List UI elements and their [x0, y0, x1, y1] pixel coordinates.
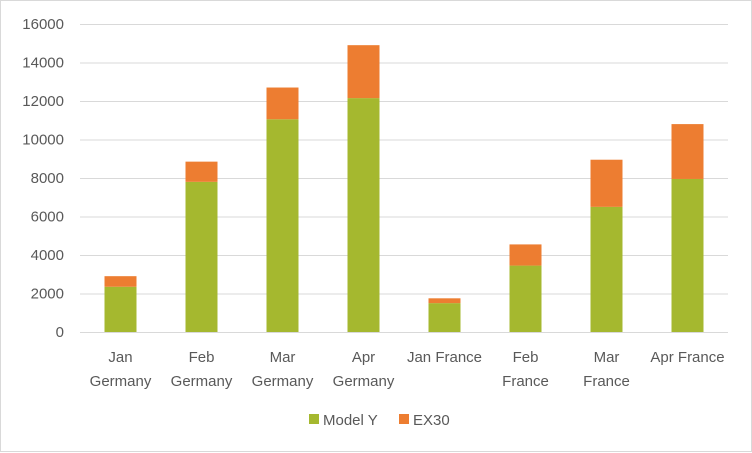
x-tick-label: Germany — [333, 373, 395, 390]
legend: Model Y EX30 — [309, 412, 450, 429]
x-tick-label: France — [502, 373, 549, 390]
gridlines — [80, 24, 728, 295]
x-tick-label: Germany — [90, 373, 152, 390]
bar-model-y — [590, 206, 623, 332]
x-tick-label: Feb — [513, 349, 539, 366]
bars — [104, 45, 704, 332]
bar-model-y — [347, 98, 380, 332]
bar-model-y — [266, 119, 299, 332]
legend-label: EX30 — [413, 412, 450, 429]
x-tick-label: Feb — [189, 349, 215, 366]
y-tick-label: 12000 — [22, 93, 64, 110]
x-tick-label: Mar — [270, 349, 296, 366]
x-tick-label: Jan — [108, 349, 132, 366]
y-tick-label: 0 — [56, 324, 64, 341]
x-axis-labels: Jan Germany Feb Germany Mar Germany Apr Germany… — [90, 349, 725, 390]
y-tick-label: 8000 — [31, 170, 64, 187]
bar-ex30 — [671, 124, 704, 179]
y-tick-label: 14000 — [22, 55, 64, 72]
bar-model-y — [428, 303, 461, 332]
bar-model-y — [671, 178, 704, 332]
bar-ex30 — [347, 45, 380, 99]
legend-label: Model Y — [323, 412, 378, 429]
bar-model-y — [185, 181, 218, 332]
x-tick-label: Jan France — [407, 349, 482, 366]
bar-ex30 — [509, 244, 542, 266]
y-tick-label: 16000 — [22, 16, 64, 33]
x-tick-label: Apr France — [650, 349, 724, 366]
bar-model-y — [509, 265, 542, 332]
x-tick-label: Apr — [352, 349, 375, 366]
bar-ex30 — [428, 298, 461, 304]
y-tick-label: 6000 — [31, 209, 64, 226]
x-tick-label: Mar — [594, 349, 620, 366]
bar-ex30 — [590, 159, 623, 207]
bar-ex30 — [266, 87, 299, 120]
y-tick-label: 2000 — [31, 286, 64, 303]
x-tick-label: France — [583, 373, 630, 390]
y-tick-label: 4000 — [31, 247, 64, 264]
bar-ex30 — [185, 161, 218, 182]
bar-ex30 — [104, 276, 137, 287]
legend-swatch — [399, 414, 409, 424]
x-tick-label: Germany — [171, 373, 233, 390]
y-axis-labels: 0 2000 4000 6000 8000 10000 12000 14000 16000 — [22, 16, 64, 341]
bar-model-y — [104, 286, 137, 332]
y-tick-label: 10000 — [22, 132, 64, 149]
legend-swatch — [309, 414, 319, 424]
x-tick-label: Germany — [252, 373, 314, 390]
